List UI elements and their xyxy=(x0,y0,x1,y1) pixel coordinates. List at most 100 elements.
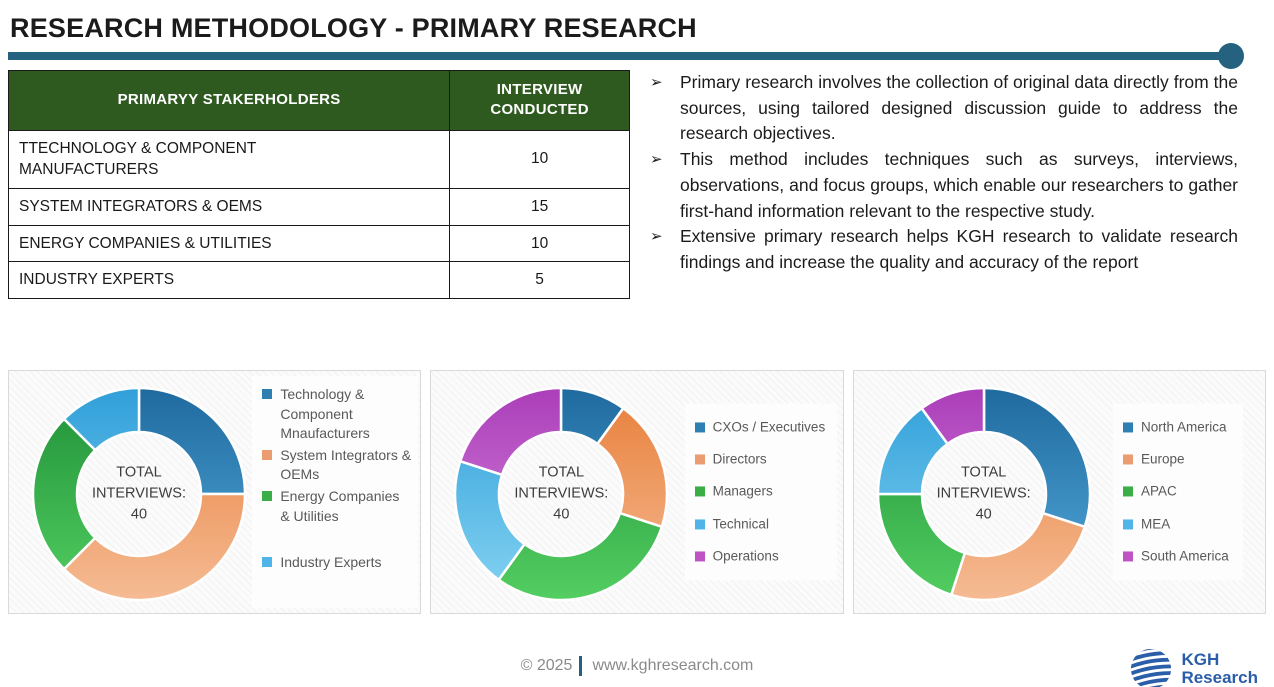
table-cell-interviews: 15 xyxy=(449,187,630,226)
table-cell-stakeholder: SYSTEM INTEGRATORS & OEMS xyxy=(7,187,451,226)
legend-swatch-icon xyxy=(1122,519,1133,530)
charts-row: TOTAL INTERVIEWS: 40 Technology & Compone… xyxy=(8,370,1266,614)
bullet-arrow-icon: ➢ xyxy=(650,228,663,246)
footer-center: © 2025 www.kghresearch.com xyxy=(0,656,1274,676)
legend-swatch-icon xyxy=(694,486,705,497)
legend-label: Directors xyxy=(712,451,767,467)
logo-text: KGH Research xyxy=(1181,649,1258,687)
bullet-item: ➢ Extensive primary research helps KGH re… xyxy=(650,224,1238,275)
legend-label: Operations xyxy=(712,548,779,564)
kgh-logo: KGH Research xyxy=(1128,646,1258,687)
legend-label: System Integrators & OEMs xyxy=(280,446,412,483)
legend-swatch-icon xyxy=(694,454,705,465)
table-cell-interviews: 10 xyxy=(449,129,630,189)
donut-slice-blue xyxy=(137,386,247,496)
legend-label: North America xyxy=(1140,419,1227,435)
legend-item: CXOs / Executives xyxy=(694,418,831,436)
donut-slice-purple xyxy=(458,386,563,477)
top-section: PRIMARYY STAKERHOLDERS INTERVIEW CONDUCT… xyxy=(7,70,1266,360)
bullet-text: Extensive primary research helps KGH res… xyxy=(680,226,1238,273)
donut-slice-green xyxy=(497,511,664,602)
table-cell-stakeholder: ENERGY COMPANIES & UTILITIES xyxy=(7,224,451,263)
legend-label: APAC xyxy=(1140,483,1177,499)
donut-chart xyxy=(454,386,669,602)
chart-panel-interviews-by-stakeholder: TOTAL INTERVIEWS: 40 Technology & Compone… xyxy=(8,370,422,614)
logo-text-line1: KGH xyxy=(1181,649,1220,669)
legend-item: Managers xyxy=(694,483,831,501)
legend-swatch-icon xyxy=(694,422,705,433)
copyright-text: © 2025 xyxy=(520,657,573,674)
stakeholder-label: ENERGY COMPANIES & UTILITIES xyxy=(19,234,272,252)
legend-swatch-icon xyxy=(1122,551,1133,562)
legend-swatch-icon xyxy=(694,519,705,530)
legend-label: MEA xyxy=(1140,516,1171,532)
donut-chart xyxy=(31,386,247,602)
footer-separator xyxy=(579,656,583,676)
legend-item: Europe xyxy=(1122,451,1237,469)
legend-label: South America xyxy=(1140,548,1229,564)
legend-item: System Integrators & OEMs xyxy=(262,446,412,485)
legend-item: APAC xyxy=(1122,483,1237,501)
bullet-text-block: ➢ Primary research involves the collectio… xyxy=(650,70,1238,276)
legend-label: Industry Experts xyxy=(280,554,382,571)
donut-slice-blue xyxy=(982,386,1091,529)
legend-item: Energy Companies & Utilities xyxy=(262,487,412,526)
donut-center-label: TOTAL INTERVIEWS: 40 xyxy=(92,464,186,523)
logo-text-line2: Research xyxy=(1181,668,1258,687)
bullet-list: ➢ Primary research involves the collectio… xyxy=(650,70,1238,276)
legend-label: Technical xyxy=(712,516,769,532)
legend-label: Energy Companies & Utilities xyxy=(280,487,400,524)
donut-slice-lightblue xyxy=(62,386,141,452)
donut-slice-orange xyxy=(949,511,1087,602)
table-cell-stakeholder: TTECHNOLOGY & COMPONENT MANUFACTURERS xyxy=(7,129,451,189)
table-header-row: PRIMARYY STAKERHOLDERS INTERVIEW CONDUCT… xyxy=(7,70,630,131)
legend-item: Operations xyxy=(694,547,831,565)
legend-item: North America xyxy=(1122,418,1237,436)
legend-label: Europe xyxy=(1140,451,1185,467)
table-row: TTECHNOLOGY & COMPONENT MANUFACTURERS 10 xyxy=(7,129,630,189)
website-link[interactable]: www.kghresearch.com xyxy=(592,657,754,674)
legend-swatch-icon xyxy=(1122,486,1133,497)
legend-swatch-icon xyxy=(1122,454,1133,465)
donut-slice-green xyxy=(31,417,97,571)
legend-item: Industry Experts xyxy=(262,553,412,573)
donut-chart xyxy=(876,386,1091,602)
legend-swatch-icon xyxy=(262,449,273,460)
legend-item: Technology & Component Mnaufacturers xyxy=(262,385,412,444)
legend-swatch-icon xyxy=(262,389,273,399)
legend-label: Technology & Component Mnaufacturers xyxy=(280,386,370,442)
donut-center-label: TOTAL INTERVIEWS: 40 xyxy=(936,464,1031,523)
bullet-text: Primary research involves the collection… xyxy=(680,72,1238,144)
bullet-text: This method includes techniques such as … xyxy=(680,149,1238,221)
legend-item: MEA xyxy=(1122,515,1237,533)
legend-swatch-icon xyxy=(1122,422,1133,433)
table-cell-interviews: 10 xyxy=(449,224,630,263)
stakeholders-table: PRIMARYY STAKERHOLDERS INTERVIEW CONDUCT… xyxy=(7,70,630,299)
chart-legend: Technology & Component Mnaufacturers Syst… xyxy=(252,376,419,608)
table-row: INDUSTRY EXPERTS 5 xyxy=(7,261,630,299)
chart-legend: North America Europe APAC MEA South America xyxy=(1112,403,1243,581)
footer: © 2025 www.kghresearch.com xyxy=(0,636,1274,687)
legend-swatch-icon xyxy=(694,551,705,562)
chart-panel-interviews-by-designation: TOTAL INTERVIEWS: 40 CXOs / Executives Dir… xyxy=(430,370,844,614)
donut-slice-orange xyxy=(62,492,247,602)
stakeholder-label: INDUSTRY EXPERTS xyxy=(19,271,175,289)
bullet-arrow-icon: ➢ xyxy=(650,151,663,169)
legend-item: South America xyxy=(1122,547,1237,565)
donut-center-label: TOTAL INTERVIEWS: 40 xyxy=(514,464,609,523)
table-header-interviews: INTERVIEW CONDUCTED xyxy=(449,70,630,131)
donut-slice-purple xyxy=(919,386,985,446)
globe-icon xyxy=(1128,648,1175,687)
chart-panel-interviews-by-region: TOTAL INTERVIEWS: 40 North America Europe A… xyxy=(852,370,1266,614)
chart-legend: CXOs / Executives Directors Managers Techni… xyxy=(684,403,837,581)
legend-swatch-icon xyxy=(262,490,273,501)
bullet-item: ➢ This method includes techniques such as… xyxy=(650,147,1238,224)
bullet-item: ➢ Primary research involves the collectio… xyxy=(650,70,1238,147)
legend-item: Directors xyxy=(694,451,831,469)
slide: RESEARCH METHODOLOGY - PRIMARY RESEARCH … xyxy=(0,13,1274,687)
divider-end-dot xyxy=(1218,43,1244,69)
table-cell-stakeholder: INDUSTRY EXPERTS xyxy=(7,261,451,299)
bullet-arrow-icon: ➢ xyxy=(650,74,663,91)
table-header-stakeholders: PRIMARYY STAKERHOLDERS xyxy=(7,70,451,131)
stakeholder-label: TTECHNOLOGY & COMPONENT MANUFACTURERS xyxy=(19,139,257,179)
